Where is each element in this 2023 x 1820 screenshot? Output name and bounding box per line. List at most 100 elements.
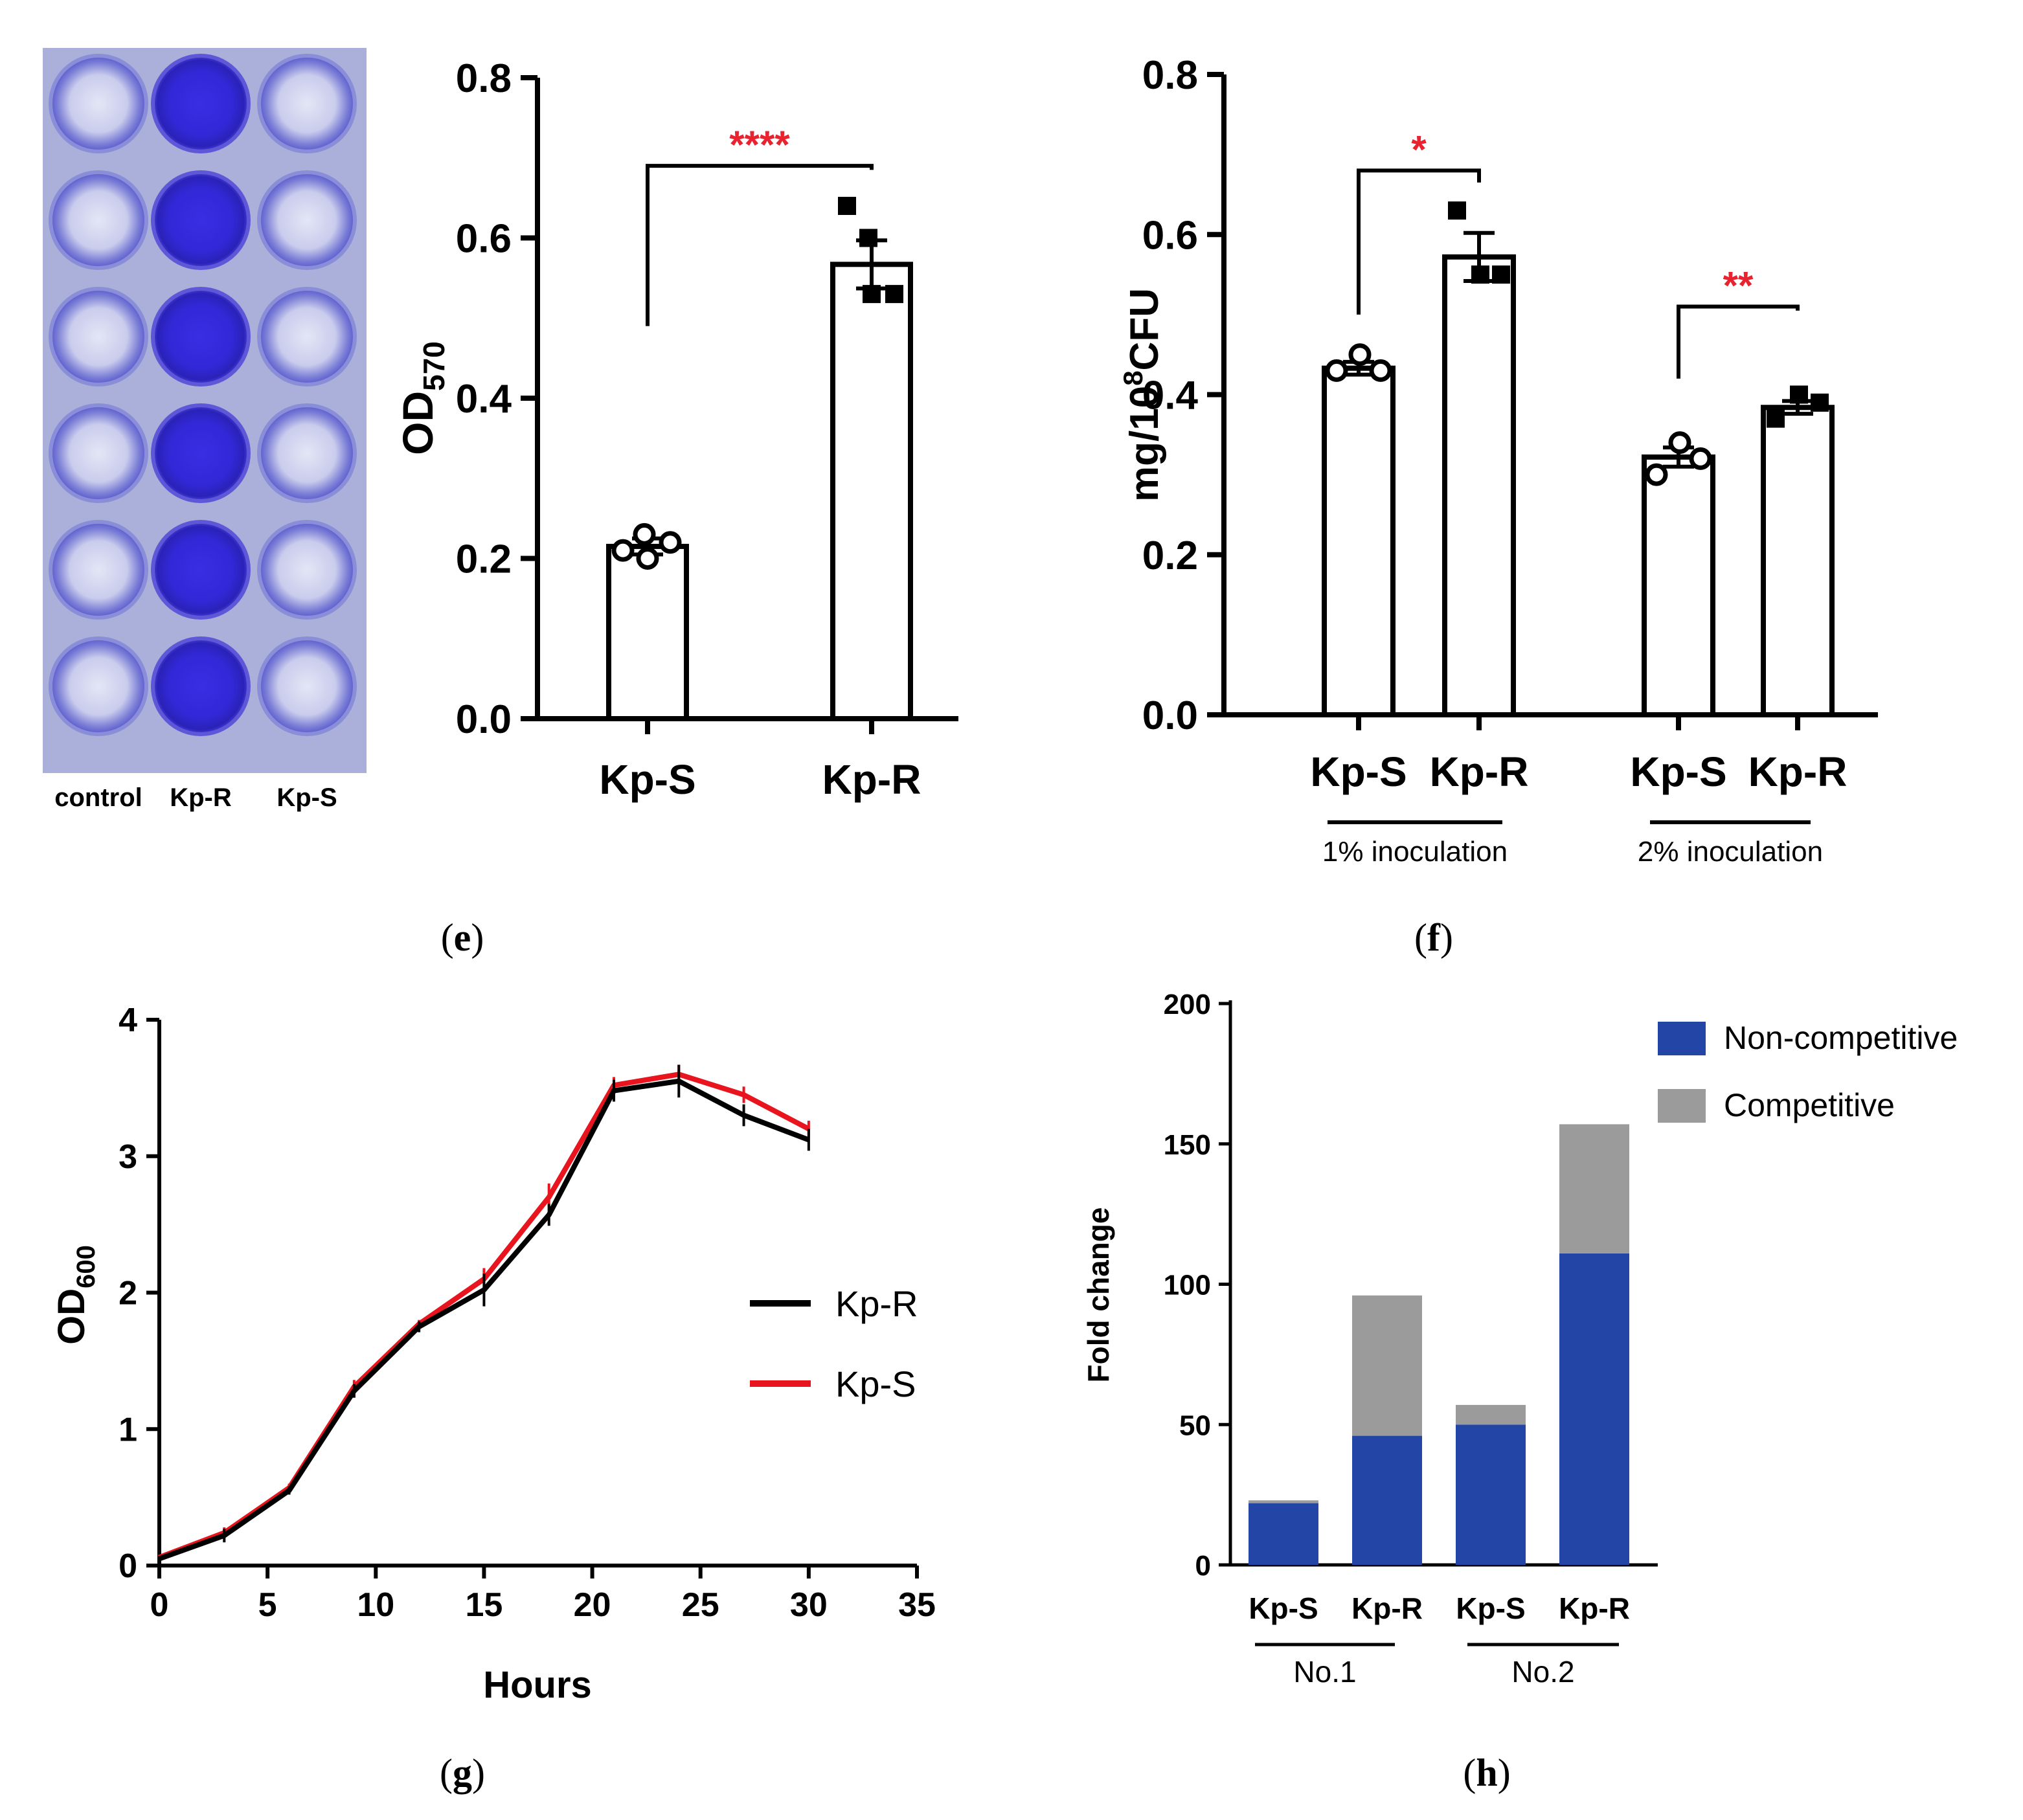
h-bar-competitive [1249,1500,1318,1503]
g-ytick-label: 4 [119,1002,137,1039]
h-legend-label: Competitive [1724,1087,1895,1123]
f-y-axis-label: mg/108CFU [1118,288,1167,502]
f-category-label: Kp-R [1430,748,1529,795]
f-data-point [1689,447,1712,470]
g-ytick-label: 3 [119,1138,137,1176]
f-data-point [1492,265,1510,284]
well-control-3 [49,287,148,387]
f-category-label: Kp-R [1748,748,1848,795]
f-significance-bracket [1357,168,1481,315]
f-ytick-label: 0.6 [1142,213,1198,258]
f-data-point [1668,431,1691,455]
h-bar-non-competitive [1249,1503,1318,1565]
e-data-point [838,197,856,215]
f-data-point [1348,343,1372,366]
e-category-label: Kp-S [599,756,695,803]
h-group-label: No.1 [1293,1655,1356,1689]
e-bar [606,543,689,721]
f-data-point [1471,265,1489,284]
plate-label-control: control [54,783,142,812]
panel-g: 0 1 2 3 4 0 5 10 15 20 25 30 35 Hours OD600 Kp-R Kp-… [51,1002,936,1706]
h-legend-swatch [1658,1022,1706,1055]
f-bar [1442,254,1516,717]
panel-h: 0 50 100 150 200 Fold change Kp-S Kp-R Kp-S Kp-… [1081,989,1958,1689]
e-data-point [636,547,659,570]
well-control-2 [49,170,148,270]
h-bar-competitive [1352,1295,1422,1436]
caption-f: (f) [1414,916,1453,959]
g-ytick-label: 2 [119,1275,137,1312]
well-kp-s-5 [257,520,357,620]
panel-e: 0.0 0.2 0.4 0.6 0.8 OD570 **** Kp-S Kp-R [394,56,958,803]
panel-f: 0.00.20.40.60.8 mg/108CFU *** Kp-S Kp-R Kp… [1118,53,1878,868]
h-ytick-label: 50 [1179,1410,1211,1441]
h-y-axis-label: Fold change [1081,1208,1115,1383]
h-bar-non-competitive [1352,1435,1422,1565]
f-ytick-label: 0.0 [1142,693,1198,738]
h-group-label: No.2 [1511,1655,1574,1689]
f-significance-label: ** [1723,264,1754,308]
g-xtick-label: 20 [574,1586,611,1624]
f-data-point [1790,385,1808,404]
well-kp-s-3 [257,287,357,387]
f-ytick-label: 0.4 [1142,374,1199,418]
g-xtick-label: 5 [258,1586,277,1624]
f-significance-label: * [1411,128,1427,171]
caption-g: (g) [440,1751,485,1794]
f-data-point [1811,393,1829,412]
g-xtick-label: 35 [898,1586,936,1624]
well-kp-s-6 [257,636,357,736]
well-kp-r-6 [151,636,251,736]
f-data-point [1448,201,1466,220]
g-series-line-kp-r [158,1078,810,1562]
e-ytick-label: 0.8 [456,56,512,101]
f-bar [1642,454,1715,717]
f-y-axis: 0.0 0.2 0.4 0.6 0.8 [1142,53,1878,738]
well-kp-r-3 [151,287,251,387]
h-bar-competitive [1456,1404,1526,1425]
f-bar [1761,405,1835,718]
f-bar [1322,365,1396,717]
well-kp-s-2 [257,170,357,270]
g-ytick-label: 1 [119,1411,137,1448]
well-control-6 [49,636,148,736]
well-kp-r-5 [151,520,251,620]
h-legend-swatch [1658,1089,1706,1123]
f-group-label: 2% inoculation [1638,836,1823,868]
e-y-axis-label: OD570 [394,341,451,455]
g-ytick-label: 0 [119,1547,137,1585]
h-category-label: Kp-R [1559,1591,1630,1625]
f-data-point [1767,409,1785,428]
g-y-axis-label: OD600 [51,1245,100,1345]
f-data-point [1325,359,1348,382]
e-bar [830,262,913,721]
well-control-4 [49,403,148,503]
f-group-label: 1% inoculation [1322,836,1508,868]
h-ytick-label: 200 [1164,989,1211,1020]
g-legend-label: Kp-S [835,1364,916,1404]
f-data-point [1645,463,1668,486]
h-category-label: Kp-R [1351,1591,1423,1625]
plate-panel: control Kp-R Kp-S [43,48,367,812]
h-category-label: Kp-S [1456,1591,1525,1625]
h-legend-label: Non-competitive [1724,1020,1958,1056]
f-ytick-label: 0.2 [1142,534,1198,578]
plate-label-kp-s: Kp-S [277,783,337,812]
e-data-point [659,531,682,554]
e-data-point [885,285,903,304]
e-ytick-label: 0.2 [456,537,512,582]
h-bar-competitive [1559,1124,1629,1253]
caption-e: (e) [441,916,484,959]
g-xtick-label: 10 [357,1586,394,1624]
caption-h: (h) [1463,1751,1510,1794]
h-ytick-label: 100 [1164,1270,1211,1301]
plate-label-kp-r: Kp-R [170,783,232,812]
f-category-label: Kp-S [1630,748,1726,795]
e-significance-bracket [646,164,874,326]
f-category-label: Kp-S [1310,748,1407,795]
g-xtick-label: 30 [790,1586,828,1624]
e-data-point [633,522,656,546]
e-data-point [611,539,635,562]
g-xtick-label: 0 [150,1586,169,1624]
